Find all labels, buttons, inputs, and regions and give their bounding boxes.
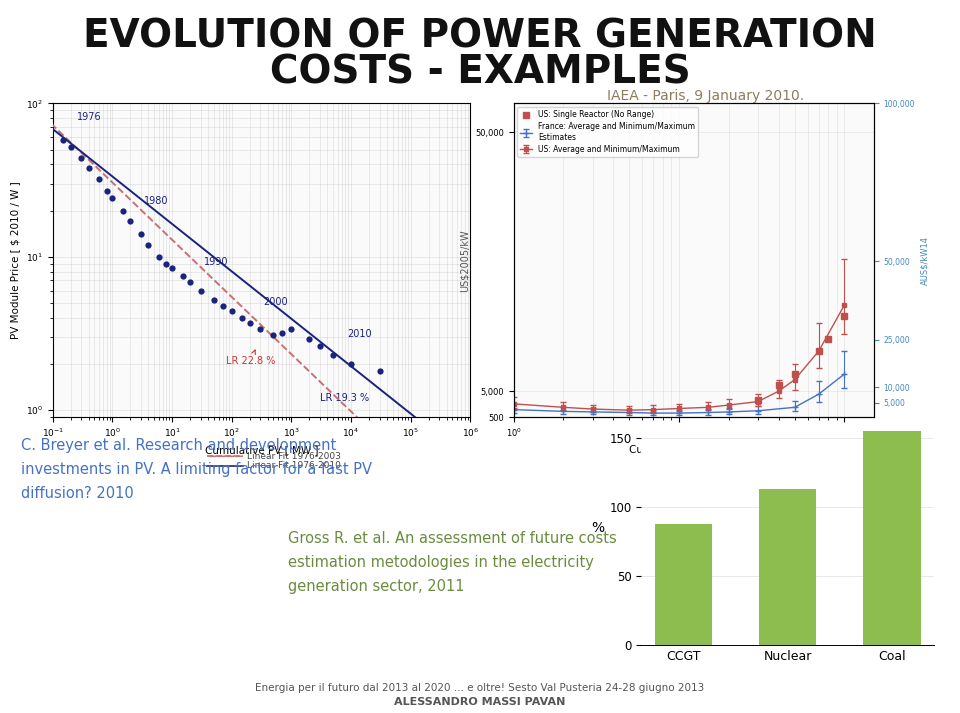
Text: Linear Fit 1976-2003: Linear Fit 1976-2003 <box>247 452 341 461</box>
US: Single Reactor (No Range): (40, 6e+03): Single Reactor (No Range): (40, 6e+03) <box>773 381 784 390</box>
Text: ALESSANDRO MASSI PAVAN: ALESSANDRO MASSI PAVAN <box>395 697 565 707</box>
Y-axis label: PV Module Price [ $ 2010 / W ]: PV Module Price [ $ 2010 / W ] <box>11 181 20 339</box>
Text: Gross R. et al. An assessment of future costs: Gross R. et al. An assessment of future … <box>288 531 616 546</box>
Text: IAEA - Paris, 9 January 2010.: IAEA - Paris, 9 January 2010. <box>607 89 804 103</box>
Text: estimation metodologies in the electricity: estimation metodologies in the electrici… <box>288 555 594 570</box>
Text: EVOLUTION OF POWER GENERATION: EVOLUTION OF POWER GENERATION <box>84 18 876 56</box>
Bar <box>759 489 816 645</box>
Text: 1980: 1980 <box>144 196 169 206</box>
Text: 1976: 1976 <box>77 112 102 122</box>
X-axis label: Cumulative GW installed: Cumulative GW installed <box>629 445 758 455</box>
Text: Energia per il futuro dal 2013 al 2020 ... e oltre! Sesto Val Pusteria 24-28 giu: Energia per il futuro dal 2013 al 2020 .… <box>255 683 705 693</box>
X-axis label: Cumulative PV [ MW ]: Cumulative PV [ MW ] <box>204 445 319 455</box>
Bar <box>863 431 921 645</box>
US: Single Reactor (No Range): (80, 1.4e+04): Single Reactor (No Range): (80, 1.4e+04) <box>823 335 834 344</box>
US: Single Reactor (No Range): (70, 1.2e+04): Single Reactor (No Range): (70, 1.2e+04) <box>813 347 825 355</box>
Text: LR 19.3 %: LR 19.3 % <box>320 393 369 403</box>
US: Single Reactor (No Range): (30, 3.5e+03): Single Reactor (No Range): (30, 3.5e+03) <box>753 396 764 404</box>
Text: 2000: 2000 <box>263 297 288 307</box>
Text: COSTS - EXAMPLES: COSTS - EXAMPLES <box>270 53 690 91</box>
Text: C. Breyer et al. Research and development: C. Breyer et al. Research and developmen… <box>21 438 336 453</box>
Y-axis label: US$2005/kW: US$2005/kW <box>460 229 469 292</box>
Text: LR 22.8 %: LR 22.8 % <box>226 350 276 366</box>
Line: US: Single Reactor (No Range): US: Single Reactor (No Range) <box>756 314 848 403</box>
Bar <box>655 523 712 645</box>
Text: 1990: 1990 <box>204 257 228 267</box>
Legend: US: Single Reactor (No Range), France: Average and Minimum/Maximum
Estimates, US: US: Single Reactor (No Range), France: A… <box>517 107 698 157</box>
Text: 2010: 2010 <box>347 329 372 339</box>
Text: Linear Fit 1976-2010: Linear Fit 1976-2010 <box>247 461 341 471</box>
Y-axis label: %: % <box>591 520 605 535</box>
Y-axis label: AUS$/kW14: AUS$/kW14 <box>921 236 929 284</box>
Text: investments in PV. A limiting factor for a fast PV: investments in PV. A limiting factor for… <box>21 462 372 477</box>
US: Single Reactor (No Range): (100, 1.8e+04): Single Reactor (No Range): (100, 1.8e+04… <box>839 312 851 321</box>
Text: generation sector, 2011: generation sector, 2011 <box>288 579 465 594</box>
Text: diffusion? 2010: diffusion? 2010 <box>21 486 133 501</box>
US: Single Reactor (No Range): (50, 8e+03): Single Reactor (No Range): (50, 8e+03) <box>789 369 801 378</box>
